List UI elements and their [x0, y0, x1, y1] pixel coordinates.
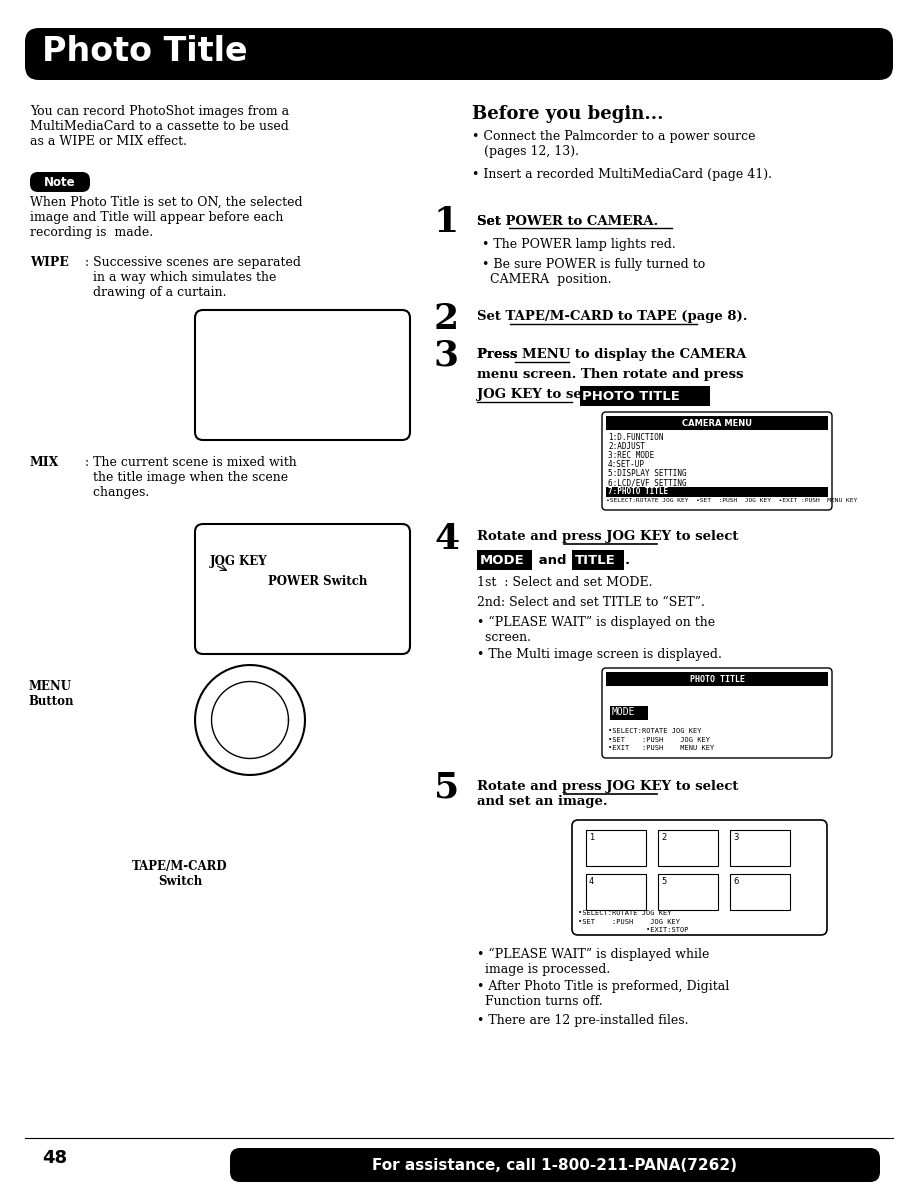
- Bar: [658, 830, 718, 866]
- Text: •SELECT:ROTATE JOG KEY  •SET  :PUSH  JOG KEY  •EXIT :PUSH  MENU KEY: •SELECT:ROTATE JOG KEY •SET :PUSH JOG KE…: [606, 498, 857, 503]
- Text: Press: Press: [477, 348, 522, 361]
- Bar: [606, 487, 828, 497]
- Text: JOG KEY to select: JOG KEY to select: [477, 388, 610, 402]
- Text: Photo Title: Photo Title: [42, 34, 248, 68]
- Text: MODE: MODE: [480, 554, 525, 567]
- Text: Note: Note: [44, 176, 76, 189]
- Text: CAMERA MENU: CAMERA MENU: [682, 418, 752, 428]
- Text: 4: 4: [589, 877, 594, 886]
- Bar: [586, 874, 646, 910]
- Text: You can record PhotoShot images from a
MultiMediaCard to a cassette to be used
a: You can record PhotoShot images from a M…: [30, 105, 289, 148]
- Text: MODE: MODE: [612, 707, 635, 718]
- Text: MIX: MIX: [30, 456, 60, 469]
- Text: MIX: MIX: [757, 707, 775, 718]
- Text: • Insert a recorded MultiMediaCard (page 41).: • Insert a recorded MultiMediaCard (page…: [472, 168, 772, 181]
- Text: 4:SET-UP: 4:SET-UP: [608, 460, 645, 469]
- Text: • There are 12 pre-installed files.: • There are 12 pre-installed files.: [477, 1015, 688, 1026]
- FancyBboxPatch shape: [50, 590, 415, 849]
- FancyBboxPatch shape: [195, 524, 410, 655]
- Text: menu screen. Then rotate and press: menu screen. Then rotate and press: [477, 368, 744, 381]
- FancyBboxPatch shape: [195, 310, 410, 440]
- Text: 2:ADJUST: 2:ADJUST: [608, 442, 645, 451]
- Text: TITLE: TITLE: [575, 554, 616, 567]
- Text: JOG KEY: JOG KEY: [210, 555, 268, 568]
- Text: 5: 5: [661, 877, 666, 886]
- Bar: [610, 706, 648, 720]
- Text: : The current scene is mixed with
  the title image when the scene
  changes.: : The current scene is mixed with the ti…: [85, 456, 297, 499]
- Text: and: and: [534, 554, 566, 567]
- Text: ●SET: ●SET: [742, 691, 766, 702]
- Text: • “PLEASE WAIT” is displayed while
  image is processed.: • “PLEASE WAIT” is displayed while image…: [477, 948, 710, 977]
- FancyBboxPatch shape: [572, 820, 827, 935]
- Bar: [572, 550, 624, 570]
- Text: 1: 1: [434, 206, 459, 239]
- Text: : Successive scenes are separated
  in a way which simulates the
  drawing of a : : Successive scenes are separated in a w…: [85, 255, 301, 299]
- FancyBboxPatch shape: [230, 1148, 880, 1182]
- Text: Set: Set: [477, 215, 506, 228]
- Text: Press MENU to display the CAMERA: Press MENU to display the CAMERA: [477, 348, 746, 361]
- Text: ●WIPE: ●WIPE: [682, 707, 711, 718]
- Bar: [580, 386, 710, 406]
- FancyBboxPatch shape: [30, 172, 90, 192]
- Text: • Be sure POWER is fully turned to
  CAMERA  position.: • Be sure POWER is fully turned to CAMER…: [482, 258, 705, 286]
- Text: Set TAPE/M-CARD to TAPE (page 8).: Set TAPE/M-CARD to TAPE (page 8).: [477, 310, 747, 323]
- Text: For assistance, call 1-800-211-PANA(7262): For assistance, call 1-800-211-PANA(7262…: [373, 1157, 737, 1173]
- Text: 7:PHOTO TITLE: 7:PHOTO TITLE: [608, 487, 668, 497]
- Text: 6: 6: [733, 877, 738, 886]
- Text: 1:D.FUNCTION: 1:D.FUNCTION: [608, 432, 664, 442]
- Text: 3: 3: [733, 833, 738, 842]
- Text: OFF: OFF: [682, 691, 700, 702]
- Bar: [606, 672, 828, 685]
- Text: TAPE/M-CARD
Switch: TAPE/M-CARD Switch: [132, 860, 228, 887]
- FancyBboxPatch shape: [602, 668, 832, 758]
- Text: Before you begin...: Before you begin...: [472, 105, 664, 124]
- Text: 4: 4: [434, 522, 459, 556]
- Text: When Photo Title is set to ON, the selected
image and Title will appear before e: When Photo Title is set to ON, the selec…: [30, 196, 303, 239]
- Text: Set POWER to CAMERA.: Set POWER to CAMERA.: [477, 215, 658, 228]
- Text: 1st  : Select and set MODE.: 1st : Select and set MODE.: [477, 576, 653, 589]
- FancyBboxPatch shape: [25, 29, 893, 80]
- Text: PHOTO TITLE: PHOTO TITLE: [582, 390, 680, 403]
- Text: 5:DISPLAY SETTING: 5:DISPLAY SETTING: [608, 469, 687, 478]
- Text: • The Multi image screen is displayed.: • The Multi image screen is displayed.: [477, 647, 722, 661]
- Text: MENU
Button: MENU Button: [28, 680, 73, 708]
- Text: POWER Switch: POWER Switch: [268, 575, 367, 588]
- Bar: [606, 416, 828, 430]
- Text: Rotate and press JOG KEY to select
and set an image.: Rotate and press JOG KEY to select and s…: [477, 781, 738, 808]
- Text: PHOTO TITLE: PHOTO TITLE: [689, 675, 744, 683]
- Text: 3: 3: [434, 339, 459, 372]
- Text: Rotate and press JOG KEY to select: Rotate and press JOG KEY to select: [477, 530, 738, 543]
- Text: • The POWER lamp lights red.: • The POWER lamp lights red.: [482, 238, 676, 251]
- Text: •SELECT:ROTATE JOG KEY
•SET    :PUSH    JOG KEY
•EXIT   :PUSH    MENU KEY: •SELECT:ROTATE JOG KEY •SET :PUSH JOG KE…: [608, 728, 714, 751]
- Text: • Connect the Palmcorder to a power source
   (pages 12, 13).: • Connect the Palmcorder to a power sour…: [472, 129, 756, 158]
- Text: 48: 48: [42, 1149, 68, 1167]
- Bar: [477, 550, 532, 570]
- Text: WIPE: WIPE: [30, 255, 69, 268]
- Text: •SELECT:ROTATE JOG KEY
•SET    :PUSH    JOG KEY
                •EXIT:STOP: •SELECT:ROTATE JOG KEY •SET :PUSH JOG KE…: [578, 910, 688, 933]
- Text: 1: 1: [589, 833, 594, 842]
- Text: TITLE: TITLE: [612, 691, 642, 702]
- Text: 6:LCD/EVF SETTING: 6:LCD/EVF SETTING: [608, 478, 687, 487]
- FancyBboxPatch shape: [602, 412, 832, 510]
- Text: .: .: [625, 554, 630, 567]
- Text: • “PLEASE WAIT” is displayed on the
  screen.: • “PLEASE WAIT” is displayed on the scre…: [477, 617, 715, 644]
- Text: 2nd: Select and set TITLE to “SET”.: 2nd: Select and set TITLE to “SET”.: [477, 596, 705, 609]
- Bar: [658, 874, 718, 910]
- Bar: [730, 874, 790, 910]
- Text: 3:REC MODE: 3:REC MODE: [608, 451, 655, 460]
- Text: 5: 5: [434, 770, 459, 804]
- Bar: [586, 830, 646, 866]
- Text: 2: 2: [434, 302, 459, 336]
- Bar: [730, 830, 790, 866]
- Text: 2: 2: [661, 833, 666, 842]
- Text: • After Photo Title is preformed, Digital
  Function turns off.: • After Photo Title is preformed, Digita…: [477, 980, 729, 1007]
